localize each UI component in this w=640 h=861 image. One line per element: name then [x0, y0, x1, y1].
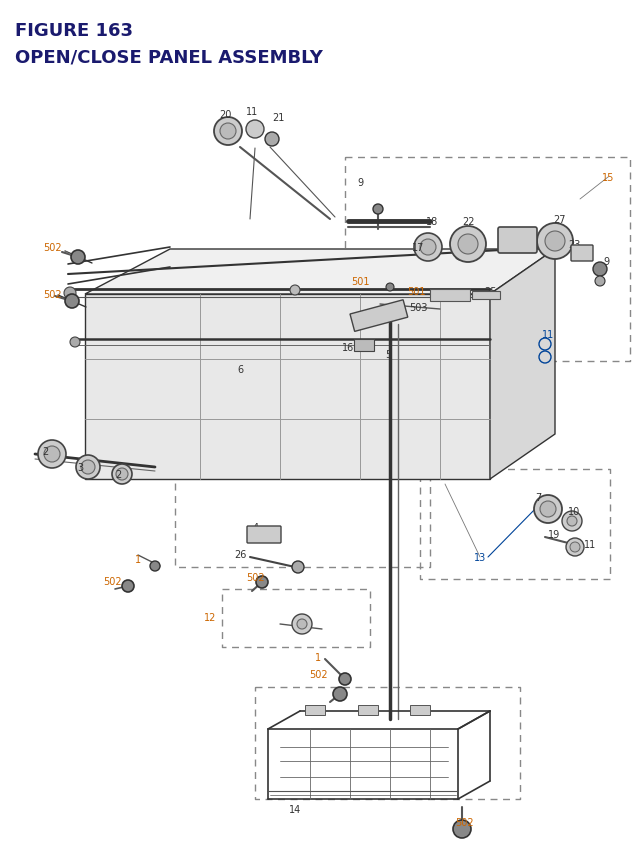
Polygon shape [490, 250, 555, 480]
Text: 3: 3 [77, 462, 83, 473]
FancyBboxPatch shape [498, 228, 537, 254]
Circle shape [534, 495, 562, 523]
Bar [354, 339, 374, 351]
Text: 9: 9 [357, 177, 363, 188]
Text: 1: 1 [135, 554, 141, 564]
Circle shape [150, 561, 160, 572]
Text: 1: 1 [315, 653, 321, 662]
Circle shape [265, 133, 279, 147]
Circle shape [290, 286, 300, 295]
Text: 22: 22 [461, 217, 474, 226]
Circle shape [593, 263, 607, 276]
Circle shape [256, 576, 268, 588]
Text: 502: 502 [246, 573, 264, 582]
Circle shape [122, 580, 134, 592]
Text: 5: 5 [385, 350, 391, 360]
Text: 19: 19 [548, 530, 560, 539]
Text: 2: 2 [115, 469, 121, 480]
Text: 6: 6 [237, 364, 243, 375]
Circle shape [414, 233, 442, 262]
Text: 26: 26 [234, 549, 246, 560]
Circle shape [540, 501, 556, 517]
Text: 13: 13 [474, 553, 486, 562]
Circle shape [44, 447, 60, 462]
Text: 502: 502 [43, 289, 61, 300]
Circle shape [297, 619, 307, 629]
Text: 20: 20 [219, 110, 231, 120]
Circle shape [373, 205, 383, 214]
Circle shape [116, 468, 128, 480]
Circle shape [333, 687, 347, 701]
Circle shape [214, 118, 242, 146]
Text: 501: 501 [407, 287, 425, 297]
Text: 503: 503 [409, 303, 428, 313]
Circle shape [292, 614, 312, 635]
Text: 8: 8 [362, 314, 368, 325]
Circle shape [292, 561, 304, 573]
Text: OPEN/CLOSE PANEL ASSEMBLY: OPEN/CLOSE PANEL ASSEMBLY [15, 48, 323, 66]
Bar [358, 705, 378, 715]
Circle shape [64, 288, 76, 300]
Circle shape [339, 673, 351, 685]
Circle shape [566, 538, 584, 556]
Circle shape [246, 121, 264, 139]
Circle shape [453, 820, 471, 838]
Circle shape [567, 517, 577, 526]
Text: 12: 12 [204, 612, 216, 623]
Text: 502: 502 [102, 576, 122, 586]
Circle shape [545, 232, 565, 251]
Text: 16: 16 [342, 343, 354, 353]
Bar [430, 289, 470, 301]
Bar [410, 705, 430, 715]
Circle shape [420, 239, 436, 256]
Bar [472, 292, 500, 300]
Circle shape [562, 511, 582, 531]
Text: 502: 502 [454, 817, 474, 827]
Text: 11: 11 [246, 107, 258, 117]
Text: 2: 2 [42, 447, 48, 456]
Circle shape [455, 251, 465, 261]
Bar [305, 705, 325, 715]
Circle shape [65, 294, 79, 308]
FancyBboxPatch shape [571, 245, 593, 262]
FancyBboxPatch shape [247, 526, 281, 543]
Polygon shape [85, 250, 555, 294]
Circle shape [220, 124, 236, 139]
Text: 9: 9 [603, 257, 609, 267]
Circle shape [112, 464, 132, 485]
Polygon shape [85, 294, 490, 480]
Text: 11: 11 [542, 330, 554, 339]
Circle shape [595, 276, 605, 287]
Text: 23: 23 [568, 239, 580, 250]
Circle shape [76, 455, 100, 480]
Text: 15: 15 [602, 173, 614, 183]
Text: 17: 17 [412, 243, 424, 253]
Text: 27: 27 [554, 214, 566, 225]
Text: 7: 7 [535, 492, 541, 503]
Circle shape [537, 224, 573, 260]
Text: 18: 18 [426, 217, 438, 226]
Text: 14: 14 [289, 804, 301, 814]
Circle shape [450, 226, 486, 263]
Text: FIGURE 163: FIGURE 163 [15, 22, 133, 40]
Circle shape [458, 235, 478, 255]
Text: 11: 11 [584, 539, 596, 549]
Text: 4: 4 [253, 523, 259, 532]
Text: 21: 21 [272, 113, 284, 123]
Circle shape [81, 461, 95, 474]
Circle shape [570, 542, 580, 553]
Circle shape [386, 283, 394, 292]
Circle shape [70, 338, 80, 348]
Text: 10: 10 [568, 506, 580, 517]
Circle shape [38, 441, 66, 468]
Text: 501: 501 [351, 276, 369, 287]
Text: 25: 25 [484, 287, 496, 297]
Text: 24: 24 [504, 226, 516, 237]
Circle shape [71, 251, 85, 264]
Text: 502: 502 [43, 243, 61, 253]
Bar [350, 300, 408, 332]
Text: 502: 502 [308, 669, 327, 679]
